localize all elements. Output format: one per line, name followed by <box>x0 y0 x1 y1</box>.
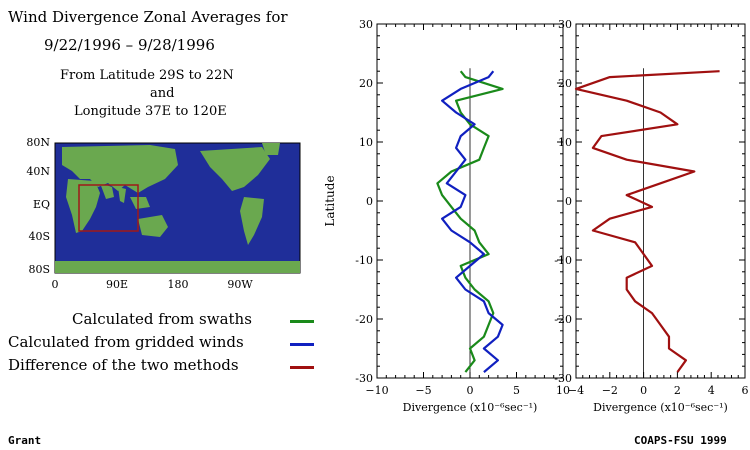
legend-gridded-label: Calculated from gridded winds <box>8 333 244 351</box>
x-axis-label: Divergence (x10⁻⁶sec⁻¹) <box>403 401 538 414</box>
y-tick-label: 30 <box>359 18 373 31</box>
map-lat-label: 40S <box>28 230 50 243</box>
y-tick-label: 10 <box>558 136 572 149</box>
latitude-range: From Latitude 29S to 22N <box>60 68 234 83</box>
map-lat-label: 80N <box>26 136 50 149</box>
series-line-difference-of-the-two-methods <box>574 70 720 373</box>
chart-title: Wind Divergence Zonal Averages for <box>8 8 288 26</box>
y-tick-label: 0 <box>366 195 373 208</box>
map-lat-label: 40N <box>26 165 50 178</box>
x-tick-label: 2 <box>674 384 681 397</box>
map-lon-label: 90E <box>106 278 128 291</box>
map-lat-label: EQ <box>33 198 50 211</box>
longitude-range: Longitude 37E to 120E <box>74 104 227 119</box>
x-tick-label: 4 <box>708 384 715 397</box>
series-line-calculated-from-gridded-winds <box>441 70 504 373</box>
region-and: and <box>150 86 175 101</box>
y-tick-label: 0 <box>565 195 572 208</box>
x-tick-label: −10 <box>365 384 388 397</box>
y-tick-label: -10 <box>554 254 572 267</box>
world-map: 80N 40N EQ 40S 80S 0 90E 180 90W <box>26 136 301 291</box>
y-tick-label: 10 <box>359 136 373 149</box>
map-land <box>55 143 300 273</box>
y-tick-label: -30 <box>355 372 373 385</box>
date-range: 9/22/1996 – 9/28/1996 <box>44 36 215 54</box>
x-tick-label: 0 <box>640 384 647 397</box>
y-tick-label: 20 <box>558 77 572 90</box>
y-tick-label: -10 <box>355 254 373 267</box>
chart-2: -30 -20 -10 0 10 20 30 −4 −2 0 2 4 6 Divergence (x10⁻… <box>554 18 748 414</box>
y-tick-label: -20 <box>355 313 373 326</box>
map-lon-label: 0 <box>52 278 59 291</box>
x-tick-label: 0 <box>467 384 474 397</box>
x-tick-label: 6 <box>742 384 749 397</box>
footer-credit: COAPS-FSU 1999 <box>634 434 727 447</box>
x-tick-label: 5 <box>513 384 520 397</box>
legend-swaths-label: Calculated from swaths <box>72 310 252 328</box>
legend-difference-swatch <box>290 366 314 369</box>
footer-author: Grant <box>8 434 42 447</box>
legend-difference-label: Difference of the two methods <box>8 356 239 374</box>
legend-gridded-swatch <box>290 343 314 346</box>
map-lon-label: 90W <box>227 278 253 291</box>
x-tick-label: −4 <box>568 384 584 397</box>
chart-1: -30 -20 -10 0 10 20 30 −10 −5 0 5 10 Divergence (x10… <box>323 18 570 414</box>
y-tick-label: -20 <box>554 313 572 326</box>
map-lat-label: 80S <box>28 263 50 276</box>
x-tick-label: −2 <box>602 384 618 397</box>
x-axis-label: Divergence (x10⁻⁶sec⁻¹) <box>593 401 728 414</box>
y-tick-label: 30 <box>558 18 572 31</box>
x-tick-label: −5 <box>415 384 431 397</box>
map-lon-label: 180 <box>168 278 189 291</box>
y-tick-label: -30 <box>554 372 572 385</box>
legend-swaths-swatch <box>290 320 314 323</box>
analysis-region-box <box>78 184 139 232</box>
y-axis-label: Latitude <box>323 175 337 226</box>
y-tick-label: 20 <box>359 77 373 90</box>
x-tick-label: 10 <box>556 384 570 397</box>
